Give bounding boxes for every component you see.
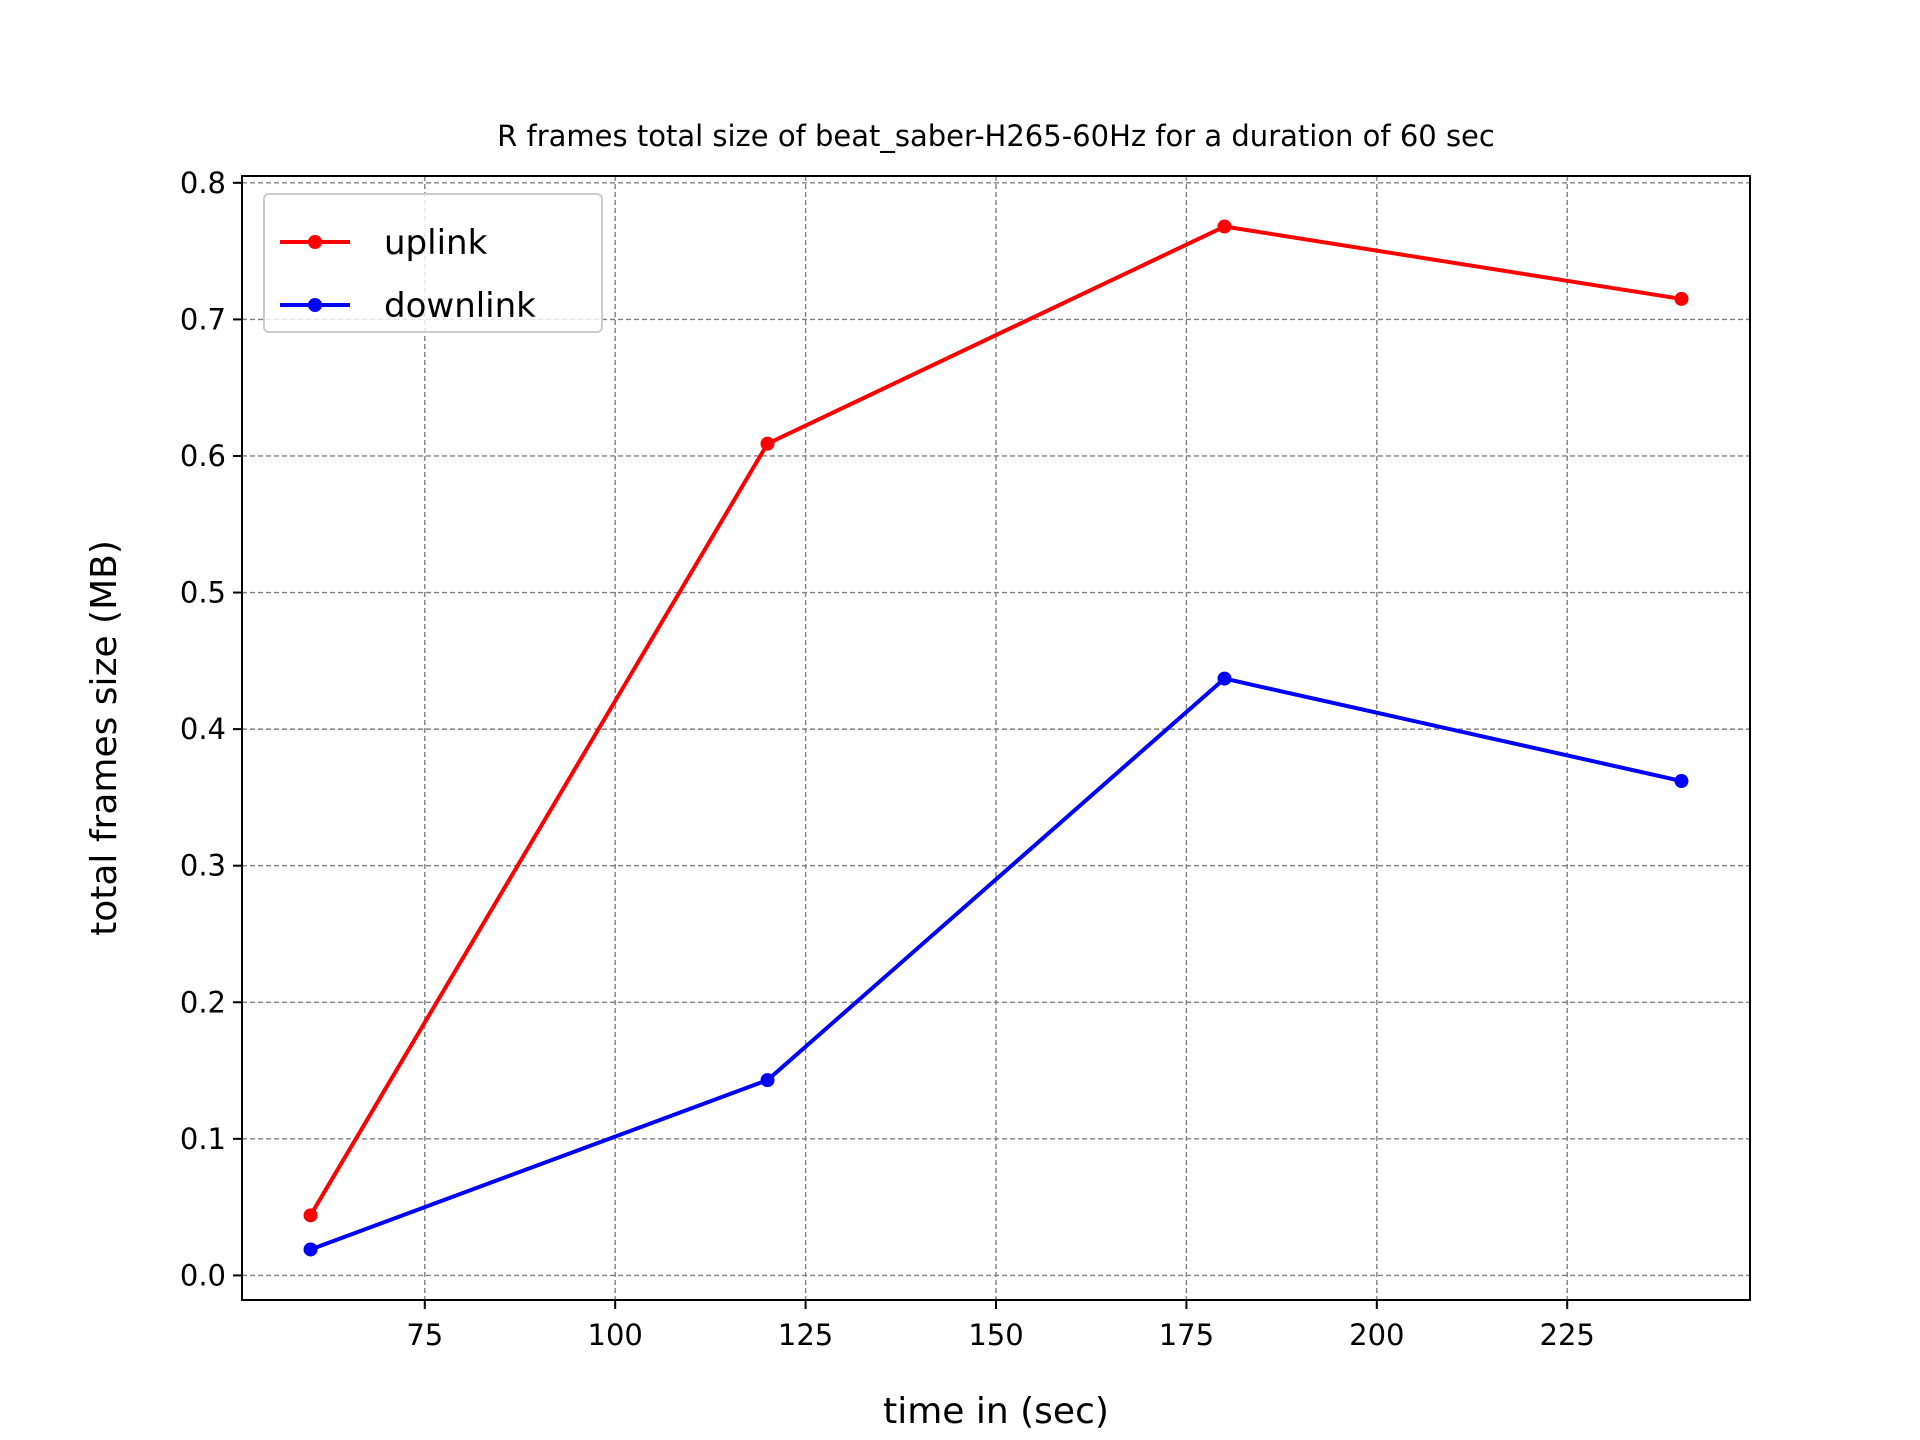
y-tick-label: 0.7 (180, 302, 226, 336)
x-tick-label: 225 (1540, 1318, 1595, 1352)
uplink-line (308, 224, 1682, 1217)
x-axis: 75 100 125 150 175 200 225 (406, 1300, 1595, 1352)
y-tick-label: 0.1 (180, 1122, 226, 1156)
y-tick-label: 0.0 (180, 1258, 226, 1292)
y-tick-label: 0.4 (180, 712, 226, 746)
legend-label: downlink (384, 286, 536, 326)
uplink-point (760, 436, 775, 451)
downlink-point (760, 1073, 775, 1088)
y-tick-label: 0.6 (180, 439, 226, 473)
x-tick-label: 200 (1349, 1318, 1404, 1352)
x-tick-label: 125 (778, 1318, 833, 1352)
grid (242, 176, 1750, 1300)
y-axis-label: total frames size (MB) (84, 540, 125, 936)
legend-label: uplink (384, 223, 488, 263)
uplink-point (1674, 291, 1689, 306)
downlink-point (1217, 671, 1232, 686)
y-tick-label: 0.2 (180, 985, 226, 1019)
legend: uplink downlink (263, 193, 603, 333)
uplink-point (1217, 219, 1232, 234)
y-tick-label: 0.5 (180, 576, 226, 610)
legend-swatch-marker (308, 235, 322, 249)
legend-swatch-marker (308, 298, 322, 312)
x-tick-label: 75 (406, 1318, 443, 1352)
data-series (303, 219, 1689, 1257)
x-tick-label: 100 (588, 1318, 643, 1352)
y-tick-label: 0.8 (180, 166, 226, 200)
uplink-point (303, 1208, 318, 1223)
downlink-point (303, 1242, 318, 1257)
downlink-line (309, 676, 1682, 1252)
downlink-point (1674, 774, 1689, 789)
legend-box (263, 193, 603, 333)
x-tick-label: 175 (1159, 1318, 1214, 1352)
x-tick-label: 150 (968, 1318, 1023, 1352)
y-axis: 0.0 0.1 0.2 0.3 0.4 0.5 0.6 0.7 0.8 (180, 166, 242, 1292)
chart-title: R frames total size of beat_saber-H265-6… (497, 119, 1495, 153)
x-axis-label: time in (sec) (883, 1391, 1109, 1432)
y-tick-label: 0.3 (180, 849, 226, 883)
